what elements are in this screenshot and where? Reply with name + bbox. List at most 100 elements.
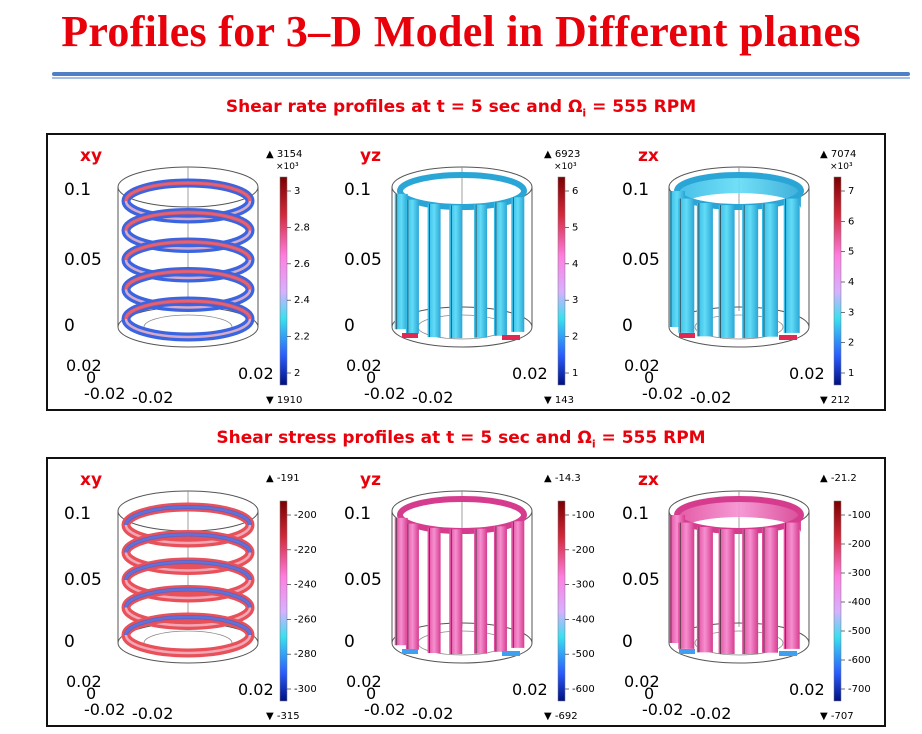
colorbar-tick-label: 2 [572,332,578,343]
colorbar-tick-label: -400 [572,614,595,625]
colorbar-tick-label: -200 [572,545,595,556]
blade-slat [474,528,488,654]
colorbar-max-label: ▲ 7074 [820,149,856,160]
colorbar-tick-label: 7 [848,186,854,197]
colorbar-tick-label: 6 [572,186,578,197]
z-tick-label: 0 [622,316,633,336]
colorbar-tick-label: -200 [848,539,871,550]
colorbar-exponent: ×10³ [554,162,577,172]
blade-slat [742,205,759,339]
colorbar-tick-label: 4 [572,259,578,270]
z-tick-label: 0.1 [622,504,649,524]
page-title: Profiles for 3–D Model in Different plan… [61,7,861,56]
xy-tick-label: 0 [644,368,654,387]
colorbar-min-label: ▼ 212 [820,395,850,406]
colorbar-tick-label: 2.2 [294,332,310,343]
colorbar [833,176,842,386]
colorbar-min-label: ▼ 1910 [266,395,302,406]
colorbar-min-label: ▼ -692 [544,711,578,722]
blade-slat [405,523,419,650]
colorbar-min-label: ▼ 143 [544,395,574,406]
colorbar-tick-label: 4 [848,277,854,288]
colorbar [279,500,288,702]
colorbar-tick-label: -600 [572,684,595,695]
colorbar-tick-label: 5 [572,222,578,233]
colorbar-max-label: ▲ -191 [266,473,300,484]
blade-slat [783,198,800,333]
z-tick-label: 0 [344,316,355,336]
xy-tick-label: -0.02 [412,704,453,723]
plot-xy-shear-rate: xy 0.1 0.05 0 0.02 0 -0.02 -0.02 0.02 ▲ 3154 ×10³ ▼… [48,135,328,409]
colorbar-tick-label: -260 [294,614,317,625]
colorbar-tick-label: 2 [848,338,854,349]
section-subtitle-shear-stress: Shear stress profiles at t = 5 sec and Ω… [216,428,706,451]
plot-xy-shear-stress: xy 0.1 0.05 0 0.02 0 -0.02 -0.02 0.02 ▲ -191 ▼ -31… [48,459,328,725]
blade-slat [511,521,525,648]
xy-tick-label: 0.02 [238,364,274,383]
z-tick-label: 0.1 [344,504,371,524]
z-tick-label: 0.05 [64,250,102,270]
blade-slat [678,522,695,649]
colorbar [557,500,566,702]
xy-tick-label: -0.02 [132,388,173,407]
z-tick-label: 0.05 [622,570,660,590]
z-tick-label: 0.1 [64,180,91,200]
shear-rate-panel: xy 0.1 0.05 0 0.02 0 -0.02 -0.02 0.02 ▲ 3154 ×10³ ▼… [46,133,886,411]
colorbar-tick-label: -400 [848,597,871,608]
colorbar-tick-label: 5 [848,247,854,258]
colorbar-exponent: ×10³ [276,162,299,172]
plane-label: yz [360,470,381,490]
z-tick-label: 0 [64,316,75,336]
colorbar-tick-label: -280 [294,649,317,660]
colorbar-max-label: ▲ 6923 [544,149,580,160]
z-tick-label: 0 [344,632,355,652]
z-tick-label: 0 [64,632,75,652]
xy-tick-label: -0.02 [84,700,125,719]
xy-tick-label: -0.02 [364,384,405,403]
xy-tick-label: -0.02 [690,388,731,407]
blade-slat [762,527,778,653]
plane-label: xy [80,470,102,490]
blade-slat [394,517,408,646]
colorbar-tick-label: -300 [572,580,595,591]
title-divider-shadow [52,77,910,79]
plane-label: zx [638,146,659,166]
plot-yz-shear-rate: yz 0.1 0.05 0 0.02 0 -0.02 -0.02 0.02 ▲ 6923 ×10³ ▼… [328,135,606,409]
blade-slat [427,527,441,654]
colorbar-min-label: ▼ -707 [820,711,854,722]
xy-tick-label: 0.02 [624,356,660,375]
xy-tick-label: 0 [86,368,96,387]
colorbar [279,176,288,386]
shear-stress-panel: xy 0.1 0.05 0 0.02 0 -0.02 -0.02 0.02 ▲ -191 ▼ -31… [46,457,886,727]
colorbar-tick-label: 1 [848,368,854,379]
blade-slat [449,529,463,655]
xy-tick-label: 0.02 [512,680,548,699]
plot-yz-shear-stress: yz 0.1 0.05 0 0.02 0 -0.02 -0.02 0.02 ▲ -14.3 ▼ -6… [328,459,606,725]
colorbar-tick-label: 2.8 [294,222,310,233]
blade-slat [511,197,525,332]
plane-label: zx [638,470,659,490]
colorbar-tick-label: -500 [572,649,595,660]
colorbar-min-label: ▼ -315 [266,711,300,722]
colorbar-tick-label: -700 [848,684,871,695]
colorbar-tick-label: 2.4 [294,295,310,306]
colorbar [557,176,566,386]
xy-tick-label: 0 [86,684,96,703]
plot-zx-shear-rate: zx 0.1 0.05 0 0.02 0 -0.02 -0.02 0.02 ▲ 7074 ×10³ ▼… [606,135,882,409]
colorbar-max-label: ▲ 3154 [266,149,302,160]
xy-tick-label: -0.02 [364,700,405,719]
xy-tick-label: 0.02 [512,364,548,383]
colorbar-tick-label: -100 [572,510,595,521]
colorbar-tick-label: -240 [294,580,317,591]
blade-slat [493,202,507,336]
xy-tick-label: 0.02 [238,680,274,699]
xy-tick-label: -0.02 [412,388,453,407]
blade-slat [394,193,408,330]
colorbar-tick-label: 2 [294,368,300,379]
colorbar-tick-label: 6 [848,216,854,227]
colorbar-tick-label: -300 [294,684,317,695]
blade-slat [696,527,713,653]
blade-slat [762,203,778,337]
